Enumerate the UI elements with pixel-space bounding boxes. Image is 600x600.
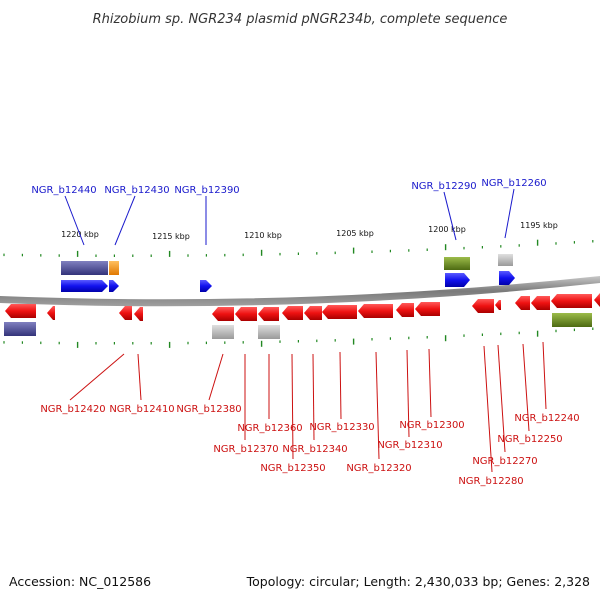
feature-block-olive[interactable] xyxy=(444,257,470,270)
cds-arrow-reverse[interactable] xyxy=(515,296,530,310)
leader-line xyxy=(69,353,125,401)
gene-label-ngr-b12300[interactable]: NGR_b12300 xyxy=(399,420,464,431)
leader-line xyxy=(522,343,530,432)
leader-line xyxy=(542,341,547,410)
reverse-strand-features xyxy=(4,293,600,339)
cds-arrow-reverse[interactable] xyxy=(282,306,303,320)
gene-label-ngr-b12420[interactable]: NGR_b12420 xyxy=(40,404,105,415)
gene-label-ngr-b12380[interactable]: NGR_b12380 xyxy=(176,404,241,415)
tick-row-top xyxy=(3,239,594,257)
cds-arrow-reverse[interactable] xyxy=(47,306,55,320)
gene-label-ngr-b12240[interactable]: NGR_b12240 xyxy=(514,413,579,424)
cds-arrow-reverse[interactable] xyxy=(531,296,550,310)
gene-label-ngr-b12250[interactable]: NGR_b12250 xyxy=(497,434,562,445)
feature-block-purple[interactable] xyxy=(61,261,108,275)
gene-label-ngr-b12330[interactable]: NGR_b12330 xyxy=(309,422,374,433)
leader-line xyxy=(339,351,342,420)
leader-line xyxy=(208,353,224,401)
cds-arrow-forward[interactable] xyxy=(109,280,119,292)
gene-label-ngr-b12320[interactable]: NGR_b12320 xyxy=(346,463,411,474)
gene-label-ngr-b12410[interactable]: NGR_b12410 xyxy=(109,404,174,415)
gene-label-ngr-b12360[interactable]: NGR_b12360 xyxy=(237,423,302,434)
leader-line xyxy=(64,195,85,246)
cds-arrow-reverse[interactable] xyxy=(212,307,234,321)
gene-label-ngr-b12340[interactable]: NGR_b12340 xyxy=(282,444,347,455)
cds-arrow-reverse[interactable] xyxy=(358,304,393,318)
gene-label-ngr-b12260[interactable]: NGR_b12260 xyxy=(481,178,546,189)
reverse-gene-labels: NGR_b12420 NGR_b12410 NGR_b12380 NGR_b12… xyxy=(40,404,579,487)
gene-label-ngr-b12370[interactable]: NGR_b12370 xyxy=(213,444,278,455)
cds-arrow-reverse[interactable] xyxy=(119,306,132,320)
kbp-tick-label: 1195 kbp xyxy=(520,221,558,230)
kbp-tick-label: 1200 kbp xyxy=(428,225,466,234)
cds-arrow-forward[interactable] xyxy=(445,273,470,287)
forward-strand-features xyxy=(61,254,515,292)
kbp-tick-labels: 1220 kbp 1215 kbp 1210 kbp 1205 kbp 1200… xyxy=(61,221,558,241)
cds-arrow-reverse[interactable] xyxy=(594,293,600,307)
cds-arrow-reverse[interactable] xyxy=(495,300,501,310)
cds-arrow-reverse[interactable] xyxy=(134,307,143,321)
leader-line xyxy=(291,353,294,460)
map-title: Rhizobium sp. NGR234 plasmid pNGR234b, c… xyxy=(93,12,508,27)
kbp-tick-label: 1205 kbp xyxy=(336,229,374,238)
feature-block-orange[interactable] xyxy=(109,261,119,275)
cds-arrow-forward[interactable] xyxy=(61,280,108,292)
cds-arrow-reverse[interactable] xyxy=(258,307,279,321)
feature-block-gray[interactable] xyxy=(258,325,280,339)
feature-block-gray[interactable] xyxy=(212,325,234,339)
gene-label-ngr-b12280[interactable]: NGR_b12280 xyxy=(458,476,523,487)
cds-arrow-reverse[interactable] xyxy=(551,294,592,308)
gene-label-ngr-b12290[interactable]: NGR_b12290 xyxy=(411,181,476,192)
cds-arrow-reverse[interactable] xyxy=(304,306,322,320)
cds-arrow-reverse[interactable] xyxy=(415,302,440,316)
leader-line xyxy=(114,195,136,246)
cds-arrow-reverse[interactable] xyxy=(235,307,257,321)
leader-line xyxy=(137,353,142,401)
cds-arrow-reverse[interactable] xyxy=(472,299,494,313)
cds-arrow-forward[interactable] xyxy=(499,271,515,285)
leader-line xyxy=(375,351,380,460)
sequence-backbone xyxy=(0,276,600,307)
leader-line xyxy=(483,345,493,473)
kbp-tick-label: 1210 kbp xyxy=(244,231,282,240)
gene-label-ngr-b12430[interactable]: NGR_b12430 xyxy=(104,185,169,196)
cds-arrow-reverse[interactable] xyxy=(5,304,36,318)
label-leader-lines xyxy=(64,188,547,473)
cds-arrow-reverse[interactable] xyxy=(322,305,357,319)
accession-text: Accession: NC_012586 xyxy=(9,574,152,589)
gene-label-ngr-b12270[interactable]: NGR_b12270 xyxy=(472,456,537,467)
leader-line xyxy=(312,353,315,441)
leader-line xyxy=(428,348,432,418)
topology-summary: Topology: circular; Length: 2,430,033 bp… xyxy=(246,574,590,589)
feature-block-gray[interactable] xyxy=(498,254,513,266)
leader-line xyxy=(443,191,457,241)
leader-line xyxy=(406,349,410,438)
leader-line xyxy=(504,188,515,239)
cds-arrow-forward[interactable] xyxy=(200,280,212,292)
feature-block-olive[interactable] xyxy=(552,313,592,327)
kbp-tick-label: 1215 kbp xyxy=(152,232,190,241)
tick-row-bottom xyxy=(3,327,594,348)
feature-block-purple[interactable] xyxy=(4,322,36,336)
gene-label-ngr-b12350[interactable]: NGR_b12350 xyxy=(260,463,325,474)
forward-gene-labels: NGR_b12440 NGR_b12430 NGR_b12390 NGR_b12… xyxy=(31,178,546,196)
leader-line xyxy=(497,344,506,453)
gene-label-ngr-b12440[interactable]: NGR_b12440 xyxy=(31,185,96,196)
gene-label-ngr-b12390[interactable]: NGR_b12390 xyxy=(174,185,239,196)
gene-label-ngr-b12310[interactable]: NGR_b12310 xyxy=(377,440,442,451)
cds-arrow-reverse[interactable] xyxy=(396,303,414,317)
